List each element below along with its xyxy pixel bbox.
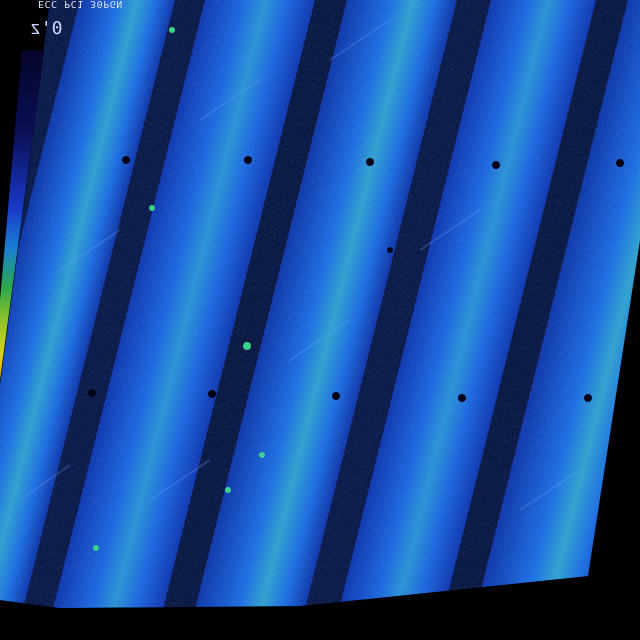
temperature-scale-label: 0'z bbox=[30, 18, 63, 39]
camera-header-text: ECC PC1 30PGN bbox=[38, 0, 123, 9]
